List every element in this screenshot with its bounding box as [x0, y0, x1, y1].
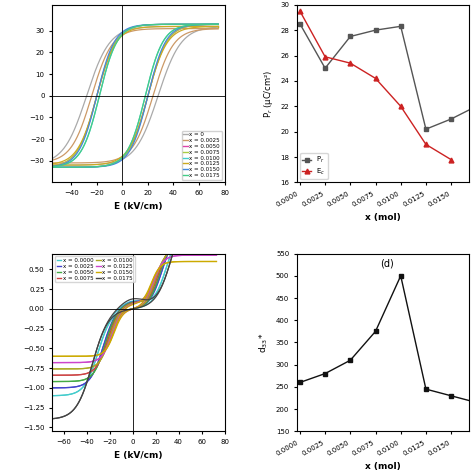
X-axis label: x (mol): x (mol)	[365, 462, 401, 471]
P$_r$	[322, 65, 328, 71]
X-axis label: E (kV/cm): E (kV/cm)	[114, 201, 163, 210]
Legend: P$_r$, E$_c$: P$_r$, E$_c$	[301, 153, 328, 179]
P$_r$	[347, 34, 353, 39]
E$_c$	[373, 75, 378, 81]
P$_r$	[423, 126, 429, 132]
E$_c$	[448, 157, 454, 163]
E$_c$	[322, 54, 328, 60]
E$_c$	[423, 142, 429, 147]
P$_r$	[297, 21, 303, 27]
Y-axis label: P$_r$ (μC/cm²): P$_r$ (μC/cm²)	[262, 69, 275, 118]
E$_c$	[398, 103, 403, 109]
X-axis label: x (mol): x (mol)	[365, 213, 401, 222]
E$_c$	[297, 8, 303, 14]
X-axis label: E (kV/cm): E (kV/cm)	[114, 450, 163, 459]
Y-axis label: d$_{33}$*: d$_{33}$*	[258, 332, 270, 353]
Line: E$_c$: E$_c$	[298, 9, 454, 162]
P$_r$	[448, 116, 454, 122]
Legend: x = 0, x = 0.0025, x = 0.0050, x = 0.0075, x = 0.0100, x = 0.0125, x = 0.0150, x: x = 0, x = 0.0025, x = 0.0050, x = 0.007…	[182, 130, 222, 180]
P$_r$	[373, 27, 378, 33]
Legend: x = 0.0000, x = 0.0025, x = 0.0050, x = 0.0075, x = 0.0100, x = 0.0125, x = 0.01: x = 0.0000, x = 0.0025, x = 0.0050, x = …	[55, 256, 135, 282]
P$_r$	[398, 24, 403, 29]
E$_c$	[347, 60, 353, 66]
Text: (d): (d)	[380, 259, 393, 269]
Line: P$_r$: P$_r$	[298, 21, 474, 132]
